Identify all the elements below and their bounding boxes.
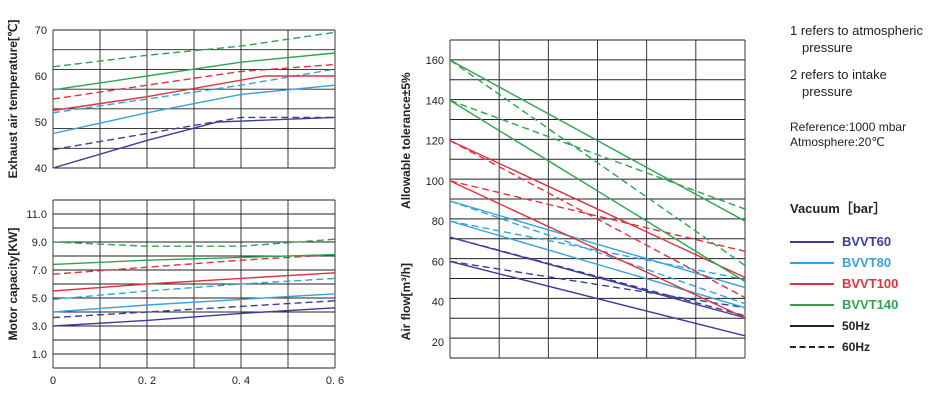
legend-title: Vacuum［bar］ — [790, 201, 887, 216]
note-line: 2 refers to intake — [790, 67, 887, 82]
y-tick-label: 40 — [432, 297, 444, 309]
legend-label: BVVT80 — [842, 255, 892, 270]
series-line — [52, 272, 336, 292]
y-tick-label: 80 — [432, 216, 444, 228]
series-line — [449, 200, 746, 305]
legend-item-50hz: 50Hz — [790, 315, 950, 336]
series-line — [449, 200, 746, 289]
series-line — [52, 238, 336, 247]
legend-item-bvvt140: BVVT140 — [790, 294, 950, 315]
series-line — [52, 75, 335, 112]
legend-swatch — [790, 282, 834, 285]
series-line — [52, 253, 336, 266]
series-line — [449, 260, 746, 309]
legend-item-bvvt80: BVVT80 — [790, 252, 950, 273]
y-tick-label: 60 — [35, 71, 47, 83]
y-tick-label: 70 — [35, 25, 47, 37]
legend-item-bvvt100: BVVT100 — [790, 273, 950, 294]
legend-swatch-dashed — [790, 345, 834, 348]
y-tick-label: 120 — [426, 136, 444, 148]
y-tick-label: 3.0 — [32, 321, 47, 333]
series-line — [449, 236, 746, 319]
y-tick-label: 60 — [432, 256, 444, 268]
series-line — [52, 116, 335, 151]
series-line — [52, 307, 336, 327]
legend-swatch — [790, 240, 834, 243]
legend-item-60hz: 60Hz — [790, 336, 950, 357]
note-atmospheric: 1 refers to atmospheric pressure — [790, 22, 950, 56]
y-tick-label: 40 — [35, 163, 47, 175]
series-line — [52, 300, 336, 319]
y-tick-label: 9.0 — [32, 237, 47, 249]
series-line — [52, 253, 336, 275]
x-tick-label: 0. 6 — [326, 375, 344, 387]
series-line — [52, 31, 336, 68]
y-axis-label: Motor capacity[KW] — [6, 228, 20, 341]
series-line — [449, 220, 746, 309]
y-tick-label: 11.0 — [26, 209, 47, 221]
legend-item-bvvt60: BVVT60 — [790, 231, 950, 252]
series-line — [52, 116, 336, 169]
legend-swatch — [790, 261, 834, 264]
y-axis-label: Exhaust air temperature[℃] — [6, 20, 20, 179]
series-line — [52, 84, 336, 135]
y-tick-label: 140 — [426, 95, 444, 107]
y-axis-label-secondary: Air flow[m³/h] — [399, 263, 413, 340]
note-line: pressure — [802, 40, 853, 55]
y-tick-label: 1.0 — [32, 349, 47, 361]
note-intake: 2 refers to intake pressure — [790, 66, 950, 100]
reference-block: Reference:1000 mbar Atmosphere:20℃ — [790, 120, 950, 150]
legend-label: 60Hz — [842, 339, 871, 354]
atmosphere-text: Atmosphere:20℃ — [790, 135, 885, 149]
legend-swatch-solid — [790, 324, 834, 327]
legend-swatch — [790, 303, 834, 306]
y-tick-label: 160 — [426, 55, 444, 67]
y-tick-label: 100 — [426, 176, 444, 188]
note-line: 1 refers to atmospheric — [790, 23, 923, 38]
legend-label: BVVT100 — [842, 276, 899, 291]
series-line — [52, 52, 336, 91]
series-line — [449, 180, 746, 253]
series-line — [449, 260, 746, 337]
y-tick-label: 50 — [35, 117, 47, 129]
legend-label: BVVT140 — [842, 297, 899, 312]
legend-panel: 1 refers to atmospheric pressure 2 refer… — [790, 22, 950, 357]
note-line: pressure — [802, 84, 853, 99]
series-line — [449, 220, 746, 281]
legend-label: 50Hz — [842, 318, 871, 333]
series-line — [52, 68, 336, 114]
series-line — [449, 180, 746, 319]
series-line — [449, 59, 746, 222]
legend-label: BVVT60 — [842, 234, 892, 249]
series-line — [52, 277, 336, 301]
charts-canvas: 40 50 60 70 Exhaust air temperature[℃] 1.0 3.0… — [6, 20, 746, 387]
series-line — [449, 99, 746, 283]
y-axis-label: Allowable tolerance±5% — [399, 72, 413, 209]
x-tick-label: 0. 4 — [232, 375, 250, 387]
reference-text: Reference:1000 mbar — [790, 120, 907, 134]
series-line — [52, 293, 336, 313]
series-line — [449, 59, 746, 266]
x-tick-label: 0 — [50, 375, 56, 387]
x-tick-label: 0. 2 — [138, 375, 156, 387]
series-line — [52, 63, 336, 100]
y-tick-label: 7.0 — [32, 265, 47, 277]
y-tick-label: 20 — [432, 337, 444, 349]
y-tick-label: 5.0 — [32, 293, 47, 305]
series-line — [449, 139, 746, 279]
series-line — [449, 140, 746, 299]
series-line — [449, 99, 746, 210]
